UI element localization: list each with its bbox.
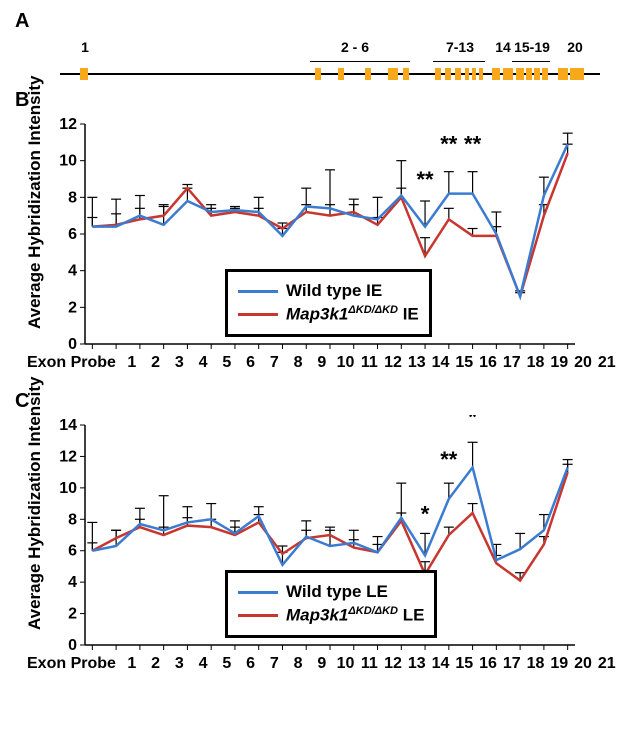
chart-b-xlabel-row: Exon Probe123456789101112131415161718192…: [27, 354, 625, 372]
exon-box: [472, 68, 476, 80]
svg-text:2: 2: [68, 606, 77, 623]
exon-group-label: 1: [60, 39, 110, 55]
svg-text:0: 0: [68, 336, 77, 353]
chart-c-legend: Wild type LE Map3k1ΔKD/ΔKD LE: [225, 570, 437, 638]
exon-box: [80, 68, 88, 80]
svg-text:14: 14: [59, 417, 77, 434]
exon-box: [542, 68, 548, 80]
svg-text:10: 10: [59, 153, 77, 170]
exon-box: [465, 68, 469, 80]
exon-box: [455, 68, 461, 80]
exon-box: [315, 68, 321, 80]
exon-box: [388, 68, 398, 80]
legend-series-1: Wild type LE: [238, 582, 424, 602]
exon-group-label: 2 - 6: [330, 39, 380, 55]
exon-box: [526, 68, 532, 80]
svg-text:4: 4: [68, 574, 77, 591]
svg-text:8: 8: [68, 511, 77, 528]
legend-series-2: Map3k1ΔKD/ΔKD IE: [238, 304, 419, 325]
svg-text:8: 8: [68, 189, 77, 206]
exon-box: [503, 68, 513, 80]
svg-text:*: *: [421, 501, 430, 526]
exon-box: [445, 68, 451, 80]
svg-text:2: 2: [68, 299, 77, 316]
exon-box: [403, 68, 409, 80]
exon-group-label: 20: [550, 39, 600, 55]
exon-box: [479, 68, 483, 80]
chart-c-xlabel-row: Exon Probe123456789101112131415161718192…: [27, 655, 625, 673]
exon-box: [534, 68, 540, 80]
chart-b-legend: Wild type IE Map3k1ΔKD/ΔKD IE: [225, 269, 432, 337]
panel-a-label: A: [15, 10, 625, 33]
exon-bracket: [433, 55, 485, 62]
panel-c-label: C: [15, 390, 625, 413]
svg-text:**: **: [464, 132, 482, 157]
svg-text:*: *: [468, 415, 477, 429]
exon-box: [338, 68, 344, 80]
exon-box: [516, 68, 524, 80]
gene-diagram: 12 - 67-131415-1920: [60, 35, 600, 95]
legend-series-1: Wild type IE: [238, 281, 419, 301]
svg-text:10: 10: [59, 480, 77, 497]
svg-text:6: 6: [68, 226, 77, 243]
exon-box: [365, 68, 371, 80]
svg-text:**: **: [440, 132, 458, 157]
svg-text:12: 12: [59, 448, 77, 465]
svg-text:6: 6: [68, 543, 77, 560]
chart-c-ylabel: Average Hybridization Intensity: [25, 377, 45, 630]
exon-box: [558, 68, 568, 80]
svg-text:**: **: [416, 167, 434, 192]
legend-series-2: Map3k1ΔKD/ΔKD LE: [238, 605, 424, 626]
exon-box: [570, 68, 584, 80]
exon-box: [435, 68, 441, 80]
figure: A 12 - 67-131415-1920 B Average Hybridiz…: [10, 10, 625, 673]
chart-b-wrap: Average Hybridization Intensity 02468101…: [30, 114, 625, 354]
svg-text:12: 12: [59, 116, 77, 133]
svg-text:0: 0: [68, 637, 77, 654]
svg-text:**: **: [440, 447, 458, 472]
exon-bracket: [512, 55, 550, 62]
chart-b-ylabel: Average Hybridization Intensity: [25, 76, 45, 329]
svg-text:4: 4: [68, 263, 77, 280]
exon-box: [492, 68, 500, 80]
chart-c-wrap: Average Hybridization Intensity 02468101…: [30, 415, 625, 655]
exon-bracket: [310, 55, 410, 62]
